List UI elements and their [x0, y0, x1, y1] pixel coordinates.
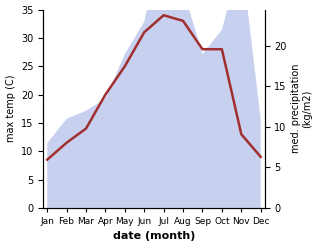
Y-axis label: max temp (C): max temp (C) [5, 75, 16, 143]
Y-axis label: med. precipitation
(kg/m2): med. precipitation (kg/m2) [291, 64, 313, 153]
X-axis label: date (month): date (month) [113, 231, 195, 242]
